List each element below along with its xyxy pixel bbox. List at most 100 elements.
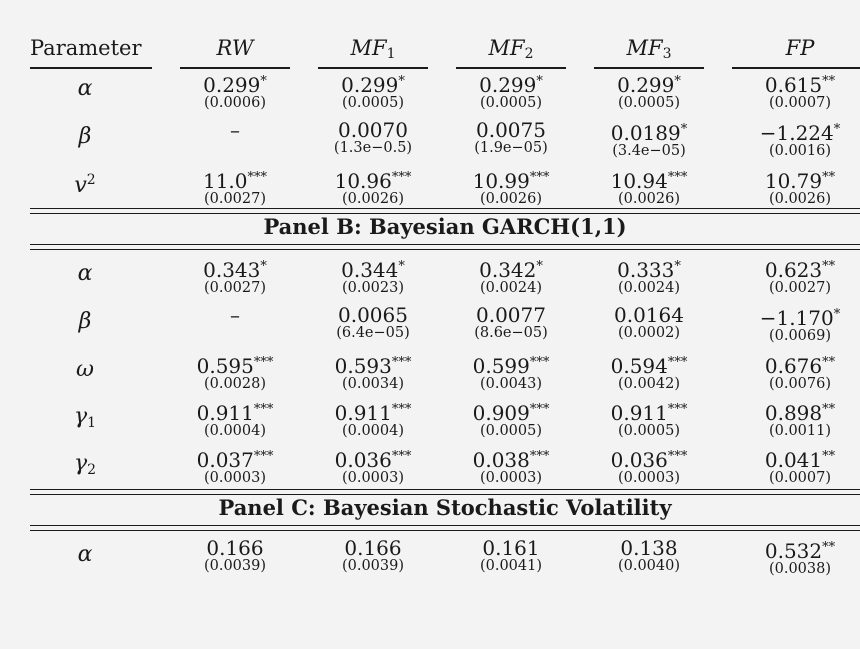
estimate-value: 0.676** xyxy=(764,354,836,378)
significance-stars: *** xyxy=(667,449,688,464)
table-cell: 0.344* (0.0023) xyxy=(308,257,438,296)
table-cell: 0.593*** (0.0034) xyxy=(308,353,438,392)
standard-error: (0.0016) xyxy=(768,143,832,159)
header-col-mf2: MF2 xyxy=(488,36,534,62)
table-cell: 10.96*** (0.0026) xyxy=(308,168,438,207)
significance-stars: *** xyxy=(529,170,550,185)
table-cell: 0.909*** (0.0005) xyxy=(446,400,576,439)
standard-error: (0.0003) xyxy=(617,470,681,486)
significance-stars: *** xyxy=(667,402,688,417)
estimate-value: 0.0189* xyxy=(610,121,688,145)
standard-error: (0.0004) xyxy=(203,423,267,439)
standard-error: (0.0006) xyxy=(203,95,267,111)
table-cell: 0.595*** (0.0028) xyxy=(170,353,300,392)
table-cell: 0.623** (0.0027) xyxy=(735,257,860,296)
table-cell: −1.224* (0.0016) xyxy=(735,120,860,159)
estimate-value: 0.0070 xyxy=(338,118,408,142)
panel-b-title: Panel B: Bayesian GARCH(1,1) xyxy=(263,214,627,239)
standard-error: (0.0039) xyxy=(341,558,405,574)
estimate-value: 0.593*** xyxy=(334,354,412,378)
estimate-value: 0.166 xyxy=(344,536,402,560)
parameter-symbol: γ1 xyxy=(73,404,97,431)
estimate-value: 0.343* xyxy=(203,258,267,282)
table-cell: 0.299* (0.0006) xyxy=(170,72,300,111)
panel-rule xyxy=(30,489,860,495)
significance-stars: * xyxy=(536,74,543,89)
standard-error: (0.0076) xyxy=(768,376,832,392)
table-cell: 0.299* (0.0005) xyxy=(446,72,576,111)
header-parameter: Parameter xyxy=(30,36,142,60)
table-cell: 0.0077 (8.6e−05) xyxy=(446,305,576,341)
table-cell: 0.038*** (0.0003) xyxy=(446,447,576,486)
estimate-value: 0.038*** xyxy=(472,448,550,472)
significance-stars: ** xyxy=(822,170,836,185)
standard-error: (0.0039) xyxy=(203,558,267,574)
standard-error: (0.0024) xyxy=(479,280,543,296)
standard-error: (3.4e−05) xyxy=(612,143,686,159)
standard-error: (1.3e−0.5) xyxy=(333,140,413,156)
parameter-symbol: α xyxy=(77,542,93,567)
estimate-value: 0.344* xyxy=(341,258,405,282)
estimate-value: 0.0075 xyxy=(476,118,546,142)
table-cell: 0.138 (0.0040) xyxy=(584,538,714,574)
significance-stars: *** xyxy=(253,355,274,370)
table-cell: 0.041** (0.0007) xyxy=(735,447,860,486)
table-cell: 0.333* (0.0024) xyxy=(584,257,714,296)
standard-error: (0.0005) xyxy=(479,423,543,439)
estimate-value: 0.615** xyxy=(764,73,836,97)
estimate-value: 10.96*** xyxy=(334,169,412,193)
table-cell: 0.0070 (1.3e−0.5) xyxy=(308,120,438,156)
standard-error: (1.9e−05) xyxy=(474,140,548,156)
standard-error: (0.0026) xyxy=(617,191,681,207)
header-col-rw: RW xyxy=(216,36,254,60)
estimate-value: 0.041** xyxy=(764,448,836,472)
standard-error: (0.0011) xyxy=(768,423,832,439)
estimate-value: 0.623** xyxy=(764,258,836,282)
panel-rule xyxy=(30,208,860,214)
table-cell: 0.898** (0.0011) xyxy=(735,400,860,439)
parameter-symbol: α xyxy=(77,261,93,286)
standard-error: (0.0026) xyxy=(341,191,405,207)
standard-error: (0.0027) xyxy=(203,280,267,296)
estimate-value: 0.299* xyxy=(617,73,681,97)
header-underline xyxy=(732,67,860,69)
significance-stars: * xyxy=(536,259,543,274)
significance-stars: *** xyxy=(529,449,550,464)
table-cell: 0.615** (0.0007) xyxy=(735,72,860,111)
standard-error: (0.0005) xyxy=(617,423,681,439)
parameter-symbol: ω xyxy=(76,357,94,382)
significance-stars: * xyxy=(398,259,405,274)
significance-stars: * xyxy=(398,74,405,89)
significance-stars: ** xyxy=(822,74,836,89)
estimate-value: 0.299* xyxy=(203,73,267,97)
estimate-value: 0.138 xyxy=(620,536,678,560)
significance-stars: *** xyxy=(667,355,688,370)
standard-error: (8.6e−05) xyxy=(474,325,548,341)
parameter-symbol: α xyxy=(77,76,93,101)
header-underline xyxy=(318,67,428,69)
table-cell: 10.99*** (0.0026) xyxy=(446,168,576,207)
header-col-mf3: MF3 xyxy=(626,36,672,62)
significance-stars: * xyxy=(260,74,267,89)
significance-stars: ** xyxy=(822,402,836,417)
header-underline xyxy=(30,67,152,69)
significance-stars: *** xyxy=(391,355,412,370)
table-cell: 0.911*** (0.0005) xyxy=(584,400,714,439)
significance-stars: *** xyxy=(529,355,550,370)
standard-error: (0.0003) xyxy=(479,470,543,486)
significance-stars: ** xyxy=(822,540,836,555)
parameter-symbol: β xyxy=(78,124,92,149)
standard-error: (0.0005) xyxy=(617,95,681,111)
estimate-value: 0.299* xyxy=(341,73,405,97)
estimate-value: 0.037*** xyxy=(196,448,274,472)
estimate-value: 0.0077 xyxy=(476,303,546,327)
parameter-symbol: γ2 xyxy=(73,451,97,478)
standard-error: (0.0007) xyxy=(768,95,832,111)
table-cell: 0.343* (0.0027) xyxy=(170,257,300,296)
table-cell: 0.036*** (0.0003) xyxy=(308,447,438,486)
estimate-value: 10.99*** xyxy=(472,169,550,193)
estimate-value: 0.161 xyxy=(482,536,540,560)
table-cell: 0.0075 (1.9e−05) xyxy=(446,120,576,156)
header-underline xyxy=(180,67,290,69)
